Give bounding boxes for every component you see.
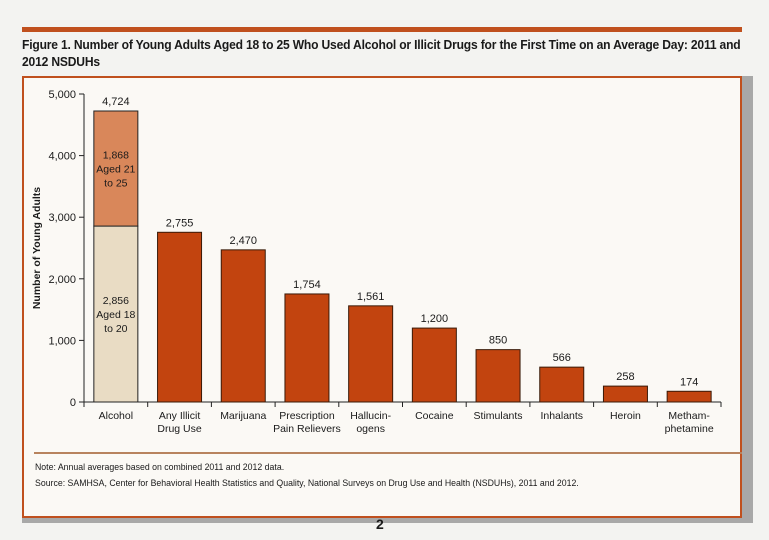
y-axis-label: Number of Young Adults — [31, 187, 43, 309]
chart-note: Note: Annual averages based on combined … — [35, 462, 285, 473]
x-tick-label: ogens — [356, 423, 385, 435]
bar — [666, 390, 712, 403]
segment-label: Aged 21 — [96, 164, 135, 176]
notes-separator — [34, 452, 742, 454]
data-label: 4,724 — [102, 96, 130, 108]
bar — [539, 366, 585, 403]
segment-label: Aged 18 — [96, 309, 135, 321]
segment-label: 1,868 — [103, 150, 129, 162]
bar — [157, 231, 203, 403]
chart-source: Source: SAMHSA, Center for Behavioral He… — [35, 478, 579, 489]
x-tick-label: Hallucin- — [350, 410, 391, 422]
x-tick-label: Prescription — [279, 410, 335, 422]
x-tick-label: Pain Relievers — [273, 423, 341, 435]
bar — [348, 305, 394, 403]
y-tick-label: 0 — [70, 397, 76, 409]
data-label: 1,200 — [421, 313, 449, 325]
y-tick-label: 3,000 — [48, 212, 76, 224]
x-tick-label: Cocaine — [415, 410, 454, 422]
x-tick-label: Metham- — [668, 410, 710, 422]
segment-label: to 20 — [104, 323, 128, 335]
y-tick-label: 2,000 — [48, 274, 76, 286]
x-tick-label: Drug Use — [157, 423, 202, 435]
bar-alcohol-aged-18-20 — [93, 225, 139, 403]
bar — [602, 385, 648, 403]
bar — [220, 249, 266, 403]
x-tick-label: Any Illicit — [159, 410, 201, 422]
bar-alcohol-aged-21-25 — [93, 110, 139, 227]
bar — [411, 327, 457, 403]
figure-title: Figure 1. Number of Young Adults Aged 18… — [22, 37, 741, 69]
data-label: 258 — [616, 371, 634, 383]
data-label: 174 — [680, 376, 698, 388]
segment-label: to 25 — [104, 178, 128, 190]
data-label: 1,561 — [357, 291, 385, 303]
bar — [475, 349, 521, 403]
y-tick-label: 1,000 — [48, 335, 76, 347]
data-label: 2,755 — [166, 217, 194, 229]
x-tick-label: Alcohol — [99, 410, 133, 422]
chart-panel — [22, 76, 742, 518]
data-label: 850 — [489, 335, 507, 347]
header-rule — [22, 27, 742, 32]
x-tick-label: Heroin — [610, 410, 641, 422]
y-tick-label: 4,000 — [48, 151, 76, 163]
segment-label: 2,856 — [103, 295, 129, 307]
y-tick-label: 5,000 — [48, 89, 76, 101]
data-label: 1,754 — [293, 279, 321, 291]
bar — [284, 293, 330, 403]
data-label: 566 — [553, 352, 571, 364]
x-tick-label: Marijuana — [220, 410, 266, 422]
data-label: 2,470 — [229, 235, 257, 247]
x-tick-label: Stimulants — [474, 410, 523, 422]
page-number: 2 — [376, 516, 384, 532]
x-tick-label: phetamine — [665, 423, 714, 435]
x-tick-label: Inhalants — [540, 410, 583, 422]
